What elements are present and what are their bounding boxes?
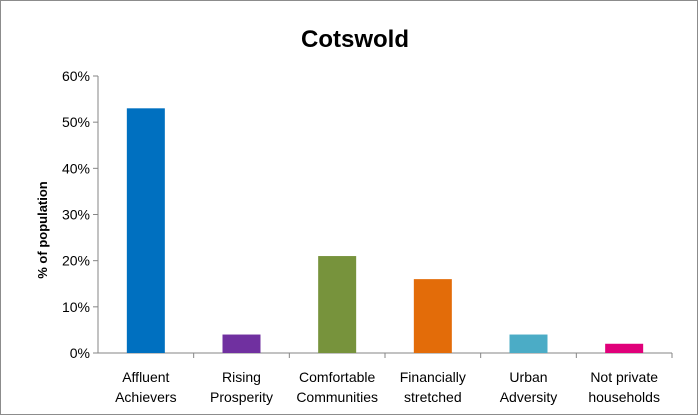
y-tick-label: 0%	[70, 345, 90, 361]
bar	[222, 334, 261, 353]
bar	[318, 256, 357, 353]
x-tick-label: Achievers	[115, 389, 176, 405]
bar	[413, 279, 452, 353]
y-tick-label: 40%	[62, 160, 90, 176]
chart-title: Cotswold	[301, 26, 409, 53]
y-tick-label: 30%	[62, 207, 90, 223]
x-tick-label: stretched	[404, 389, 462, 405]
y-tick-label: 60%	[62, 68, 90, 84]
bar	[126, 108, 165, 353]
x-tick-label: Adversity	[500, 389, 558, 405]
x-tick-label: Communities	[296, 389, 378, 405]
x-tick-label: Affluent	[122, 369, 169, 385]
y-axis-ticks: 0% 10% 20% 30% 40% 50% 60%	[62, 68, 98, 361]
bar	[605, 343, 644, 353]
x-tick-label: Urban	[509, 369, 547, 385]
x-tick-label: households	[588, 389, 660, 405]
x-tick-label: Rising	[222, 369, 261, 385]
bar	[509, 334, 548, 353]
y-axis-label: % of population	[35, 181, 50, 279]
x-tick-label: Not private	[590, 369, 658, 385]
x-tick-label: Financially	[400, 369, 466, 385]
x-tick-label: Comfortable	[299, 369, 375, 385]
y-tick-label: 10%	[62, 299, 90, 315]
y-tick-label: 50%	[62, 114, 90, 130]
y-tick-label: 20%	[62, 253, 90, 269]
x-axis-labels: Affluent Achievers Rising Prosperity Comfort…	[115, 353, 673, 405]
bar-series	[126, 108, 644, 353]
x-tick-label: Prosperity	[210, 389, 273, 405]
